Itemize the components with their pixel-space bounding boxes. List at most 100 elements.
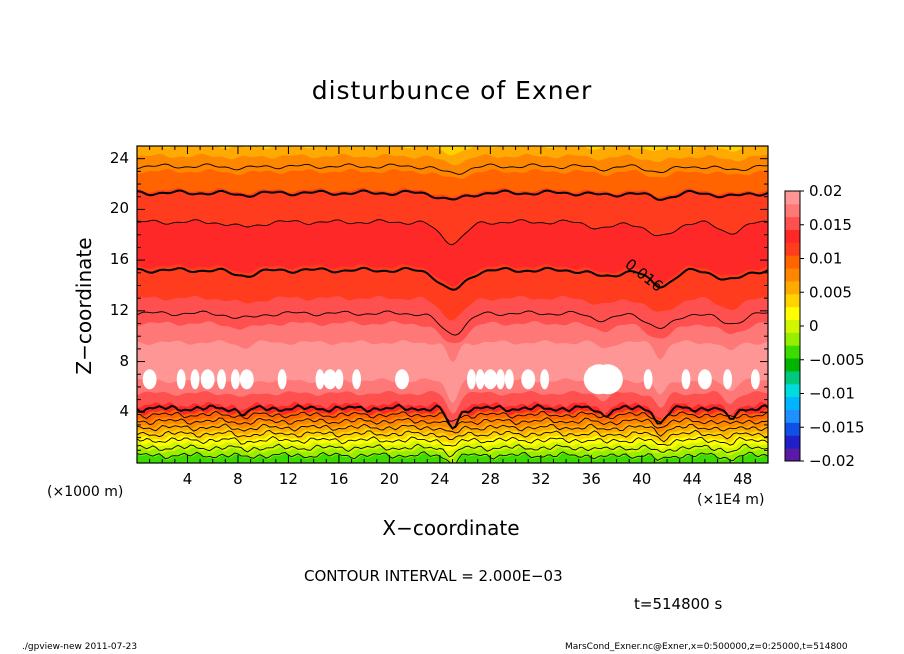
colorbar-tick-label: −0.015 xyxy=(809,418,865,436)
x-tick-label: 4 xyxy=(182,470,193,488)
contour-line-4 xyxy=(137,310,768,336)
max-region xyxy=(697,369,712,390)
colorbar-swatch xyxy=(785,203,800,218)
colorbar-swatch xyxy=(785,268,800,282)
max-region xyxy=(323,369,338,390)
max-region xyxy=(190,369,200,390)
y-tick-label: 16 xyxy=(109,250,129,269)
max-region xyxy=(200,369,215,390)
contour-line-9 xyxy=(137,429,768,443)
contour-line-10 xyxy=(137,435,768,447)
x-tick-label: 24 xyxy=(430,470,450,488)
y-tick-label: 4 xyxy=(119,402,129,421)
colorbar-swatch xyxy=(785,242,800,256)
colorbar-swatch xyxy=(785,319,800,333)
x-unit-label: (×1000 m) xyxy=(47,484,124,500)
colorbar-swatch xyxy=(785,306,800,320)
colorbar-tick-label: 0.005 xyxy=(809,283,852,301)
max-region xyxy=(475,369,485,390)
y-tick-label: 24 xyxy=(109,148,129,167)
max-region xyxy=(483,369,498,390)
x-tick-label: 44 xyxy=(682,470,702,488)
band-20 xyxy=(137,146,768,156)
colorbar: 0.02 0.015 0.01 0.005 0 −0.005 −0.01 −0.015 −0.0… xyxy=(784,182,865,470)
x-tick-label: 20 xyxy=(379,470,399,488)
band-19 xyxy=(137,146,768,166)
contour-line-12 xyxy=(137,451,768,463)
colorbar-tick-label: −0.02 xyxy=(809,452,855,470)
x-tick-label: 32 xyxy=(531,470,551,488)
contour-line-6 xyxy=(137,410,768,423)
max-region xyxy=(540,369,550,390)
x-tick-label: 16 xyxy=(329,470,349,488)
max-region xyxy=(467,369,476,390)
colorbar-swatch xyxy=(785,281,800,295)
max-region xyxy=(277,369,287,390)
colorbar-swatch xyxy=(785,332,800,346)
time-label: t=514800 s xyxy=(634,595,723,613)
max-region xyxy=(334,369,344,390)
chart-title: disturbunce of Exner xyxy=(311,76,593,105)
x-tick-label: 8 xyxy=(233,470,243,488)
contour-line-11 xyxy=(137,443,768,458)
colorbar-swatch xyxy=(785,383,800,398)
max-region xyxy=(750,369,760,390)
max-region xyxy=(239,369,254,390)
colorbar-swatch xyxy=(785,396,800,410)
colorbar-swatch xyxy=(785,422,800,436)
contour-line-2 xyxy=(137,219,768,246)
max-region xyxy=(643,369,653,390)
colorbar-swatch xyxy=(785,371,800,385)
contour-line-3 xyxy=(137,266,768,291)
max-region xyxy=(142,369,157,390)
max-region xyxy=(315,369,325,390)
footer-left-text: ./gpview-new 2011-07-23 xyxy=(22,642,138,652)
colorbar-tick-label: 0.01 xyxy=(809,250,842,268)
colorbar-swatch xyxy=(785,255,800,269)
max-region xyxy=(217,369,226,390)
max-region xyxy=(504,369,514,390)
contour-lines xyxy=(137,163,768,463)
x-tick-label: 40 xyxy=(632,470,652,488)
colorbar-swatch xyxy=(785,448,800,462)
y-axis-label: Z−coordinate xyxy=(72,237,96,375)
colorbar-swatch xyxy=(785,435,800,449)
colorbar-swatch xyxy=(785,229,800,243)
maximum-regions xyxy=(142,364,760,395)
max-region xyxy=(395,369,409,390)
max-region xyxy=(176,369,186,390)
y-tick-label: 12 xyxy=(109,300,129,319)
colorbar-tick-label: 0.02 xyxy=(809,182,842,200)
colorbar-tick-label: 0 xyxy=(809,317,819,335)
colorbar-swatch xyxy=(785,191,800,205)
x-tick-label: 12 xyxy=(278,470,298,488)
colorbar-tick-label: −0.005 xyxy=(809,351,865,369)
max-region xyxy=(723,369,733,390)
colorbar-tick-label: 0.015 xyxy=(809,216,852,234)
colorbar-swatch xyxy=(785,293,800,308)
footer-right-text: MarsCond_Exner.nc@Exner,x=0:500000,z=0:2… xyxy=(565,642,848,652)
max-region xyxy=(592,364,623,395)
colorbar-swatch xyxy=(785,216,800,230)
colorbar-swatch xyxy=(785,345,800,359)
colorbar-swatch xyxy=(785,358,800,372)
x-axis-label: X−coordinate xyxy=(382,516,520,540)
colorbar-swatch xyxy=(785,409,800,423)
y-tick-label: 20 xyxy=(109,199,129,218)
colorbar-tick-label: −0.01 xyxy=(809,385,855,403)
x-tick-label: 28 xyxy=(480,470,500,488)
contour-line-7 xyxy=(137,416,768,430)
max-region xyxy=(521,369,536,390)
axes xyxy=(136,145,769,464)
contour-line-8 xyxy=(137,423,768,437)
x-scale-label: (×1E4 m) xyxy=(697,492,765,508)
filled-contours xyxy=(137,146,768,463)
x-tick-label: 48 xyxy=(733,470,753,488)
max-region xyxy=(352,369,362,390)
max-region xyxy=(231,369,240,390)
y-tick-label: 8 xyxy=(119,351,129,370)
x-tick-label: 36 xyxy=(581,470,601,488)
max-region xyxy=(496,369,505,390)
max-region xyxy=(681,369,691,390)
